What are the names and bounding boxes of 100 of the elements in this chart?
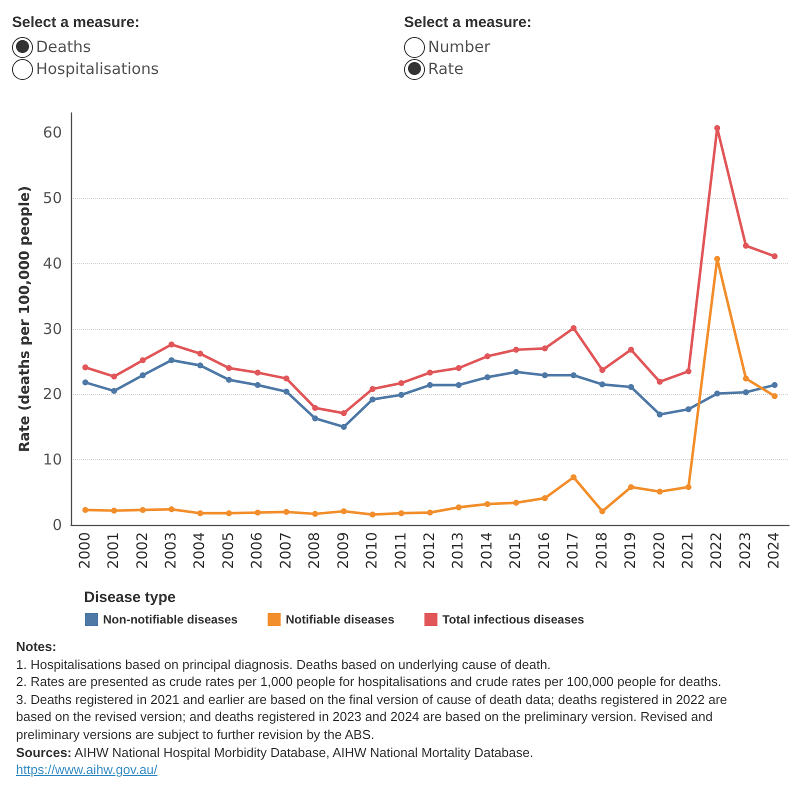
point bbox=[656, 411, 663, 418]
x-tick-label: 2006 bbox=[250, 532, 266, 569]
point bbox=[398, 392, 404, 398]
x-tick-label: 2021 bbox=[680, 532, 696, 569]
point bbox=[226, 510, 232, 516]
point bbox=[542, 372, 548, 378]
point bbox=[484, 353, 490, 360]
point bbox=[599, 381, 606, 388]
point bbox=[570, 325, 577, 332]
y-tick-label: 10 bbox=[42, 450, 62, 469]
text: Number bbox=[428, 38, 490, 56]
point bbox=[111, 388, 118, 394]
x-tick-label: 2016 bbox=[536, 532, 553, 569]
point bbox=[340, 424, 347, 430]
text: Select a measure: bbox=[12, 14, 141, 33]
point bbox=[542, 495, 548, 502]
point bbox=[456, 504, 462, 510]
text: Notes: bbox=[16, 638, 58, 656]
point bbox=[427, 510, 433, 516]
point bbox=[714, 125, 720, 132]
x-tick-label: 2023 bbox=[738, 532, 754, 569]
x-tick-label: 2002 bbox=[134, 532, 151, 569]
text: https://www.aihw.gov.au/ bbox=[16, 762, 158, 778]
point bbox=[82, 379, 88, 386]
text: Rate bbox=[428, 60, 464, 78]
x-tick-label: 2004 bbox=[192, 532, 208, 569]
text: 3. Deaths registered in 2021 and earlier are based on the final version of cause of death data; deaths registered in 2022 are based on the revised version; and deaths registered in 2023 and 2024 are based on the preliminary version. Revised and preliminary versions are subject to further revision by the ABS. bbox=[16, 690, 728, 744]
point bbox=[140, 357, 146, 364]
y-tick-label: 40 bbox=[42, 254, 62, 272]
point bbox=[484, 374, 490, 380]
text: Hospitalisations bbox=[36, 60, 159, 78]
point bbox=[312, 415, 318, 422]
point bbox=[370, 512, 376, 518]
x-tick-label: 2003 bbox=[164, 532, 180, 569]
x-tick-label: 2024 bbox=[766, 532, 783, 569]
x-tick-label: 2000 bbox=[77, 532, 94, 569]
text: Deaths bbox=[36, 38, 91, 56]
point bbox=[197, 362, 204, 368]
point bbox=[772, 253, 778, 260]
point bbox=[140, 372, 146, 378]
x-tick-label: 2015 bbox=[508, 532, 524, 569]
text: 1. Hospitalisations based on principal diagnosis. Deaths based on underlying cause of death. bbox=[16, 656, 552, 674]
point bbox=[656, 488, 663, 495]
point bbox=[685, 406, 692, 412]
y-tick-label: 60 bbox=[42, 124, 62, 142]
y-tick-label: 20 bbox=[42, 385, 62, 404]
point bbox=[456, 382, 462, 388]
point bbox=[111, 374, 118, 380]
point bbox=[283, 376, 290, 382]
point bbox=[283, 388, 290, 395]
point bbox=[742, 242, 749, 249]
point bbox=[111, 508, 118, 514]
legend-title: Disease type bbox=[84, 589, 176, 606]
point bbox=[197, 510, 204, 516]
point bbox=[628, 346, 634, 353]
text: 2. Rates are presented as crude rates per 1,000 people for hospitalisations and crude rates per 100,000 people for deaths. bbox=[16, 673, 722, 691]
x-tick-label: 2011 bbox=[393, 532, 410, 569]
source-note: Sources: AIHW National Hospital Morbidity Database, AIHW National Mortality Database. bbox=[16, 744, 534, 762]
x-tick-label: 2020 bbox=[652, 532, 668, 569]
point bbox=[312, 510, 318, 517]
point bbox=[398, 380, 404, 386]
point bbox=[599, 367, 606, 374]
y-tick-label: 50 bbox=[42, 189, 62, 208]
x-tick-label: 2018 bbox=[594, 532, 610, 569]
point bbox=[197, 350, 204, 357]
point bbox=[656, 378, 663, 385]
x-tick-label: 2010 bbox=[364, 532, 381, 569]
point bbox=[168, 342, 175, 348]
point bbox=[312, 404, 318, 411]
point bbox=[685, 484, 692, 490]
point bbox=[570, 474, 577, 480]
x-tick-label: 2014 bbox=[479, 532, 496, 569]
point bbox=[772, 393, 778, 400]
point bbox=[168, 357, 175, 364]
point bbox=[484, 501, 490, 508]
point bbox=[542, 345, 548, 352]
point bbox=[398, 510, 404, 516]
x-tick-label: 2019 bbox=[623, 532, 640, 569]
point bbox=[628, 484, 634, 490]
point bbox=[513, 500, 520, 506]
point bbox=[513, 368, 520, 375]
point bbox=[427, 382, 433, 388]
text: Select a measure: bbox=[404, 14, 532, 33]
x-tick-label: 2008 bbox=[307, 532, 324, 569]
point bbox=[513, 346, 520, 353]
point bbox=[254, 370, 261, 376]
point bbox=[370, 386, 376, 392]
x-tick-label: 2012 bbox=[422, 532, 438, 569]
x-tick-label: 2013 bbox=[450, 532, 467, 569]
point bbox=[82, 364, 88, 370]
point bbox=[283, 508, 290, 515]
point bbox=[599, 508, 606, 514]
point bbox=[685, 368, 692, 374]
point bbox=[370, 396, 376, 402]
point bbox=[254, 382, 261, 388]
x-tick-label: 2022 bbox=[709, 532, 726, 569]
point bbox=[714, 390, 720, 397]
y-tick-label: 30 bbox=[42, 320, 62, 338]
point bbox=[254, 510, 261, 516]
x-tick-label: 2007 bbox=[278, 532, 294, 569]
